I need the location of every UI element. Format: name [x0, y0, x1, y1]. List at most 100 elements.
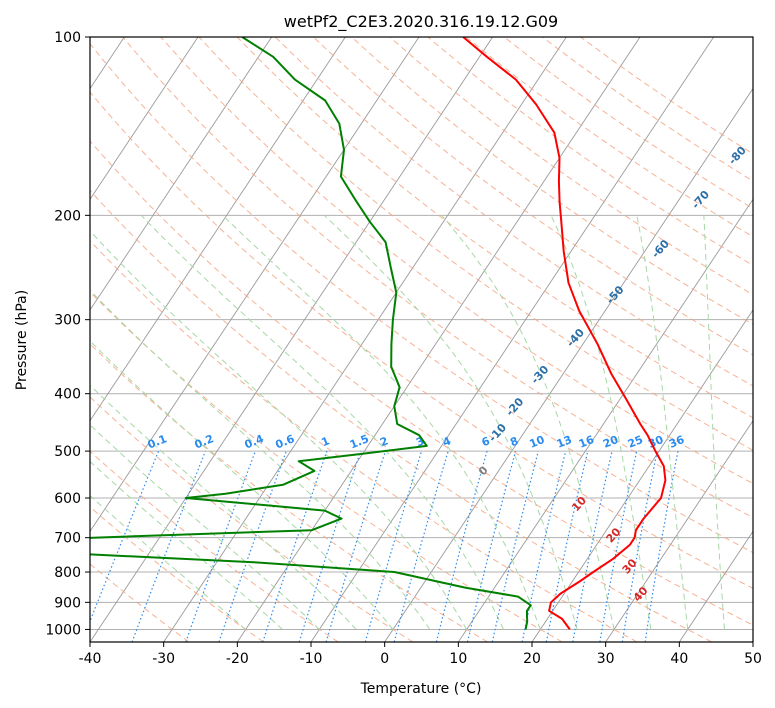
dry-adiabat-line: [236, 37, 753, 419]
adiabat-label: -10: [486, 421, 509, 445]
mixing-ratio-label: 0.2: [193, 432, 216, 451]
moist-adiabat-line: [90, 340, 394, 630]
mixing-ratio-label: 10: [527, 433, 546, 451]
adiabat-label: -60: [649, 237, 672, 261]
mixing-ratio-label: 25: [626, 433, 645, 451]
mixing-ratio-line: [90, 450, 160, 623]
x-tick-label: -40: [79, 651, 102, 667]
dry-adiabat-line: [198, 37, 753, 451]
y-tick-label: 400: [54, 387, 81, 403]
mixing-ratio-label: 1: [320, 434, 332, 449]
isotherm-line: [310, 37, 715, 642]
moist-adiabat-line: [90, 384, 357, 630]
x-tick-label: -20: [226, 651, 249, 667]
dewpoint-line: [90, 37, 532, 630]
dry-adiabat-line: [122, 37, 753, 519]
adiabat-label: -20: [503, 395, 526, 419]
moist-adiabat-line: [222, 214, 541, 630]
adiabat-label: -40: [564, 326, 587, 350]
dry-adiabat-line: [90, 450, 339, 642]
isotherm-line: [236, 37, 641, 642]
x-tick-label: 0: [380, 651, 389, 667]
isotherm-line: [163, 37, 567, 642]
moist-adiabat-line: [441, 214, 615, 630]
adiabat-label: 40: [631, 584, 651, 604]
dry-adiabat-line: [90, 506, 264, 642]
y-tick-label: 500: [54, 444, 81, 460]
moist-adiabat-line: [90, 494, 247, 630]
y-tick-label: 300: [54, 313, 81, 329]
mixing-ratio-line: [545, 450, 589, 642]
mixing-ratio-line: [435, 450, 488, 642]
isotherm-line: [90, 37, 273, 311]
mixing-ratio-label: 36: [667, 433, 686, 451]
adiabat-label: 0: [476, 463, 491, 478]
dry-adiabat-line: [90, 240, 638, 642]
y-tick-label: 200: [54, 208, 81, 224]
mixing-ratio-line: [131, 450, 206, 642]
isotherm-line: [90, 37, 199, 201]
y-tick-label: 800: [54, 565, 81, 581]
adiabat-label: -90: [755, 100, 775, 124]
x-tick-label: 10: [449, 651, 467, 667]
isotherm-line: [457, 198, 753, 642]
mixing-ratio-label: 4: [441, 434, 453, 449]
dry-adiabat-line: [90, 140, 753, 626]
dry-adiabat-line: [274, 37, 753, 387]
moist-adiabat-line: [90, 230, 468, 630]
isotherm-line: [90, 37, 420, 533]
moist-adiabat-line: [550, 215, 652, 630]
mixing-ratio-label: 2: [378, 434, 390, 449]
dry-adiabat-line: [90, 189, 712, 642]
mixing-ratio-line: [644, 450, 679, 642]
mixing-ratio-line: [466, 450, 517, 642]
moist-adiabat-line: [140, 214, 504, 630]
mixing-ratio-label: 16: [577, 433, 596, 451]
mixing-ratio-line: [393, 450, 449, 642]
mixing-ratio-label: 3: [414, 434, 426, 449]
mixing-ratio-line: [491, 450, 539, 642]
chart-title: wetPf2_C2E3.2020.316.19.12.G09: [284, 12, 558, 32]
y-tick-label: 100: [54, 30, 81, 46]
isotherm-line: [605, 419, 753, 642]
x-tick-label: 20: [523, 651, 541, 667]
moist-adiabat-line: [90, 460, 283, 630]
isotherm-line: [90, 37, 346, 422]
moist-adiabat-line: [90, 424, 320, 630]
adiabat-label: -30: [528, 363, 551, 387]
dry-adiabat-line: [90, 396, 414, 642]
dry-adiabat-line: [90, 291, 563, 642]
dry-adiabat-line: [580, 37, 753, 155]
mixing-ratio-label: 0.6: [273, 432, 296, 451]
mixing-ratio-line: [599, 450, 638, 642]
dry-adiabat-line: [503, 37, 753, 210]
isotherm-line: [384, 87, 753, 642]
mixing-ratio-label: 13: [555, 433, 574, 451]
x-tick-label: -30: [152, 651, 175, 667]
mixing-ratio-label: 1.5: [348, 432, 371, 451]
mixing-ratio-line: [298, 450, 362, 642]
x-tick-label: -10: [300, 651, 323, 667]
temperature-line: [462, 37, 667, 630]
mixing-ratio-label: 20: [601, 433, 620, 451]
mixing-ratio-line: [325, 450, 386, 642]
mixing-ratio-line: [572, 450, 613, 642]
y-tick-label: 1000: [45, 622, 81, 638]
x-tick-label: 30: [597, 651, 615, 667]
dry-adiabat-line: [90, 343, 488, 642]
isotherm-line: [90, 37, 494, 642]
plot-frame: [89, 36, 754, 643]
adiabat-label: -50: [604, 283, 627, 307]
dry-adiabat-line: [389, 37, 753, 296]
dry-adiabat-line: [90, 43, 753, 554]
mixing-ratio-line: [262, 450, 328, 642]
axes: -40 -30 -20 -10 0 10 20 30 40 5010009008007006005…: [45, 30, 762, 667]
x-axis-label: Temperature (°C): [360, 681, 482, 697]
y-tick-label: 900: [54, 595, 81, 611]
y-axis-label: Pressure (hPa): [14, 290, 30, 390]
adiabat-label: -70: [689, 188, 712, 212]
x-tick-label: 40: [670, 651, 688, 667]
moist-adiabat-line: [703, 215, 725, 630]
mixing-ratio-line: [218, 450, 287, 642]
moist-adiabat-line: [323, 214, 578, 630]
